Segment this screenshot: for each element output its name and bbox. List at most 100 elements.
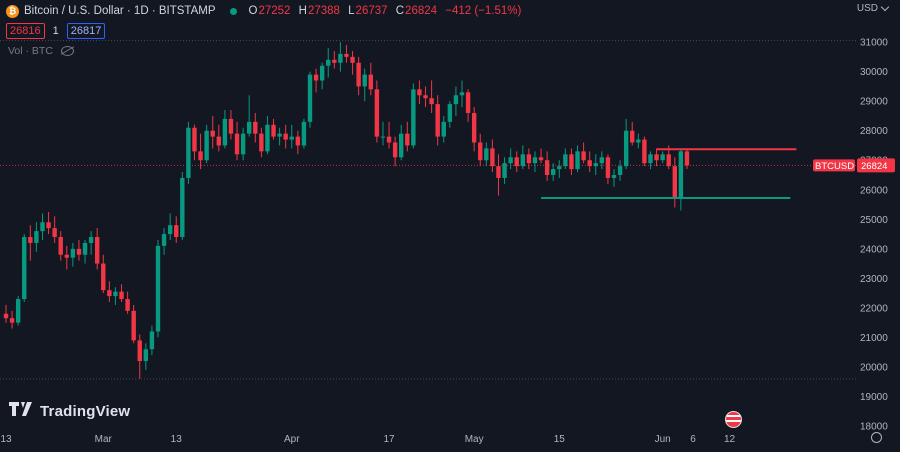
settings-gear-icon[interactable] — [871, 432, 882, 443]
candle-body — [478, 142, 483, 161]
candle-body — [155, 245, 161, 332]
candle — [605, 154, 611, 184]
candle-body — [301, 121, 307, 146]
candle — [429, 80, 434, 113]
candle — [143, 343, 149, 370]
candle-body — [587, 160, 592, 167]
candle — [380, 121, 386, 146]
price-tick-label: 20000 — [860, 362, 888, 373]
candle — [526, 148, 532, 170]
candle-body — [405, 133, 410, 146]
candle-body — [192, 127, 197, 152]
time-tick-label: 13 — [0, 434, 12, 445]
candle — [313, 68, 319, 93]
candle-body — [411, 89, 416, 146]
candle — [107, 281, 112, 302]
candle-body — [22, 237, 27, 300]
candle — [611, 169, 617, 187]
candle-body — [459, 92, 465, 96]
candle-body — [198, 151, 203, 161]
candle-body — [611, 174, 617, 178]
candle — [569, 148, 574, 175]
candle-body — [502, 163, 507, 178]
trendlines[interactable] — [541, 148, 797, 200]
candle-body — [76, 248, 82, 255]
candle — [101, 254, 106, 294]
close-value: 26824 — [405, 5, 438, 17]
candle — [58, 231, 63, 261]
candle — [326, 48, 331, 78]
price-tick-label: 18000 — [860, 422, 888, 433]
price-tick-label: 29000 — [860, 97, 888, 108]
candle — [15, 296, 21, 326]
candle — [332, 50, 337, 69]
high-value: 27388 — [307, 5, 340, 17]
candle-body — [532, 157, 538, 164]
open-label: O — [248, 5, 258, 17]
candle — [374, 80, 380, 143]
candle-body — [113, 291, 118, 297]
candle — [222, 110, 228, 149]
candle — [453, 86, 459, 116]
candle-body — [28, 237, 33, 243]
candle-body — [508, 157, 513, 164]
hide-eye-icon[interactable] — [60, 46, 74, 56]
candle-body — [283, 133, 288, 140]
candle — [581, 142, 586, 164]
candle-body — [490, 148, 495, 167]
candle-body — [253, 121, 258, 134]
candle — [575, 145, 580, 173]
candle-body — [259, 133, 264, 152]
price-tick-label: 28000 — [860, 126, 888, 137]
quantity-value[interactable]: 1 — [52, 25, 59, 37]
candle-body — [137, 340, 142, 362]
candle — [362, 68, 367, 102]
candle-body — [350, 56, 355, 63]
sell-button[interactable]: 26816 — [6, 23, 45, 39]
candle-body — [666, 154, 671, 167]
candle — [587, 151, 592, 173]
candle-body — [15, 299, 21, 323]
candle-body — [326, 59, 331, 66]
price-axis[interactable]: 18000 19000 20000 21000 22000 23000 24000 25000… — [860, 38, 888, 433]
time-axis[interactable]: 13 Mar 13 Apr 17 May 15 Jun 6 12 — [0, 434, 735, 445]
candle — [392, 136, 398, 167]
symbol-tag — [813, 159, 855, 172]
candle-body — [429, 98, 434, 105]
time-tick-label: 17 — [383, 434, 395, 445]
candle-body — [575, 151, 580, 170]
currency-selector[interactable]: USD — [857, 2, 890, 14]
chart-header: ₿ Bitcoin / U.S. Dollar · 1D · BITSTAMP … — [6, 3, 526, 19]
candle-body — [107, 290, 112, 297]
candle-body — [660, 154, 665, 161]
candle — [277, 127, 282, 146]
chevron-down-icon — [880, 2, 890, 12]
candle-body — [234, 133, 240, 155]
us-flag-event-icon[interactable] — [725, 411, 742, 428]
market-status-icon — [229, 7, 237, 15]
candle — [186, 121, 191, 184]
candle — [386, 121, 392, 149]
candle-body — [557, 166, 562, 170]
candle — [411, 83, 416, 149]
candle-body — [551, 169, 556, 175]
candle-body — [423, 95, 428, 99]
candle — [149, 325, 155, 356]
price-tick-label: 24000 — [860, 244, 888, 255]
buy-button[interactable]: 26817 — [66, 23, 106, 39]
candle — [654, 148, 659, 167]
candle — [228, 110, 234, 140]
candle-body — [40, 222, 45, 232]
candle-body — [34, 231, 39, 243]
candle — [301, 118, 307, 149]
time-tick-label: 15 — [554, 434, 566, 445]
candle — [642, 136, 647, 167]
price-tick-label: 21000 — [860, 333, 888, 344]
symbol-title[interactable]: Bitcoin / U.S. Dollar · 1D · BITSTAMP — [24, 5, 216, 17]
candle — [593, 154, 598, 175]
candle — [617, 160, 623, 181]
tradingview-logo: TradingView — [9, 402, 130, 420]
candle — [271, 118, 276, 140]
candle — [28, 225, 33, 261]
